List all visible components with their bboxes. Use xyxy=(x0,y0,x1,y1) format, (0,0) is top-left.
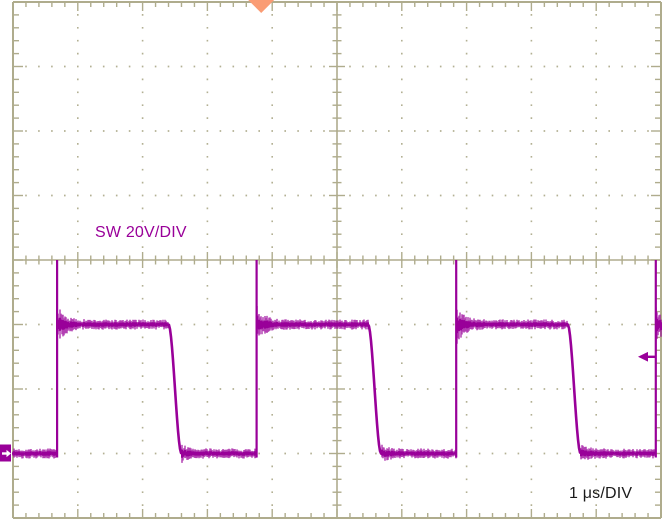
timebase-label: 1 μs/DIV xyxy=(569,485,633,502)
channel-scale-label: SW 20V/DIV xyxy=(95,224,187,241)
trigger-position-marker-icon xyxy=(248,0,275,13)
scope-markers xyxy=(0,0,656,462)
graticule-grid xyxy=(12,1,662,519)
sw-waveform-trace xyxy=(12,260,662,463)
trigger-level-arrow-icon xyxy=(638,351,656,362)
channel-reference-marker-icon xyxy=(0,444,11,462)
